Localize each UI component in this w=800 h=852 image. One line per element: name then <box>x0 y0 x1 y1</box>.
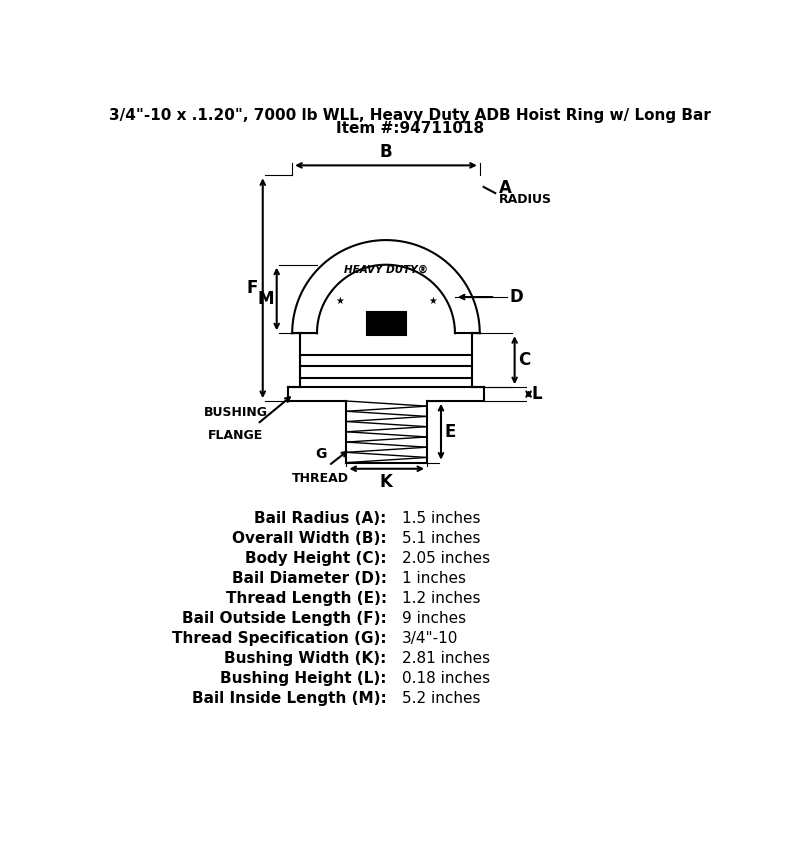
Text: D: D <box>509 288 523 306</box>
Text: 1.5 inches: 1.5 inches <box>402 510 481 526</box>
Text: ★: ★ <box>335 296 344 306</box>
Text: RADIUS: RADIUS <box>499 193 552 206</box>
Text: K: K <box>379 473 393 491</box>
Text: Bail Diameter (D):: Bail Diameter (D): <box>232 571 386 585</box>
Text: Bushing Height (L):: Bushing Height (L): <box>220 671 386 686</box>
Text: 3/4"-10: 3/4"-10 <box>402 630 458 646</box>
Text: 3/4"-10 x .1.20", 7000 lb WLL, Heavy Duty ADB Hoist Ring w/ Long Bar: 3/4"-10 x .1.20", 7000 lb WLL, Heavy Dut… <box>109 107 711 123</box>
Text: Body Height (C):: Body Height (C): <box>245 550 386 566</box>
Text: BUSHING: BUSHING <box>204 406 268 418</box>
Text: M: M <box>257 290 274 308</box>
Text: Overall Width (B):: Overall Width (B): <box>232 531 386 545</box>
Text: ★: ★ <box>428 296 437 306</box>
Text: L: L <box>532 385 542 403</box>
Text: Bail Radius (A):: Bail Radius (A): <box>254 510 386 526</box>
Text: Thread Length (E):: Thread Length (E): <box>226 590 386 606</box>
Text: Bushing Width (K):: Bushing Width (K): <box>224 651 386 665</box>
Text: 9 inches: 9 inches <box>402 611 466 625</box>
Text: 2.05 inches: 2.05 inches <box>402 550 490 566</box>
Text: 1 inches: 1 inches <box>402 571 466 585</box>
Bar <box>367 312 406 335</box>
Text: A: A <box>499 180 512 198</box>
Text: HEAVY DUTY®: HEAVY DUTY® <box>344 265 428 275</box>
Text: 0.18 inches: 0.18 inches <box>402 671 490 686</box>
Text: 2.81 inches: 2.81 inches <box>402 651 490 665</box>
Text: E: E <box>444 423 455 440</box>
Text: THREAD: THREAD <box>292 472 350 485</box>
Text: 5.1 inches: 5.1 inches <box>402 531 481 545</box>
Text: B: B <box>380 143 392 161</box>
Text: Item #:94711018: Item #:94711018 <box>336 121 484 135</box>
Text: F: F <box>246 279 258 297</box>
Text: C: C <box>518 351 530 369</box>
Text: Bail Inside Length (M):: Bail Inside Length (M): <box>192 691 386 705</box>
Text: Bail Outside Length (F):: Bail Outside Length (F): <box>182 611 386 625</box>
Text: 1.2 inches: 1.2 inches <box>402 590 481 606</box>
Text: Thread Specification (G):: Thread Specification (G): <box>172 630 386 646</box>
Text: FLANGE: FLANGE <box>208 429 263 442</box>
Text: G: G <box>315 447 326 461</box>
Text: 5.2 inches: 5.2 inches <box>402 691 481 705</box>
